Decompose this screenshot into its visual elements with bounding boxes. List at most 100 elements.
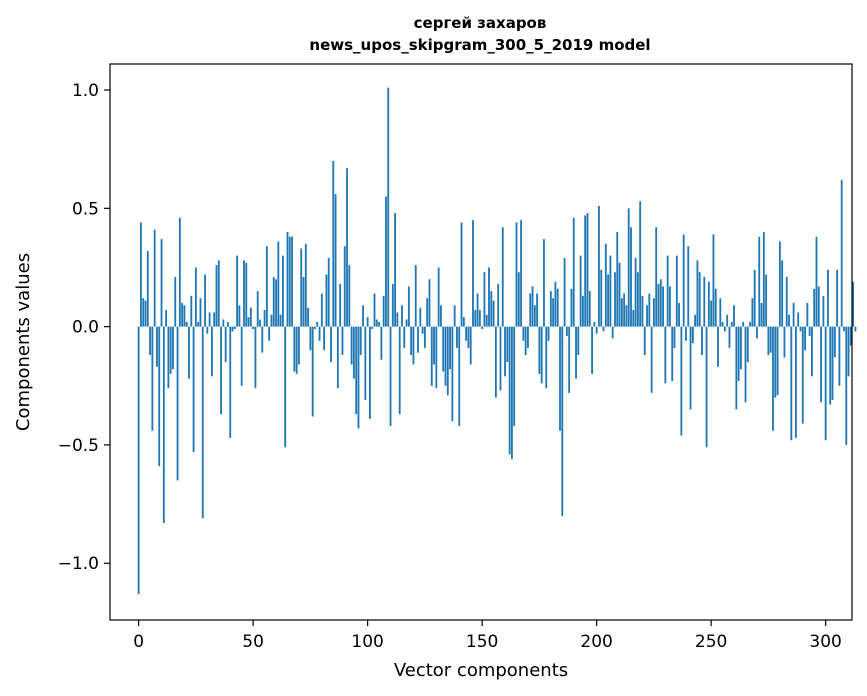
bar-277 bbox=[772, 326, 774, 431]
bar-42 bbox=[233, 326, 236, 329]
bar-258 bbox=[728, 326, 731, 348]
bar-163 bbox=[511, 326, 513, 460]
bar-37 bbox=[222, 319, 225, 327]
bar-298 bbox=[820, 326, 822, 403]
bar-242 bbox=[691, 326, 694, 344]
bar-51 bbox=[254, 326, 257, 389]
bar-254 bbox=[719, 298, 722, 327]
bar-39 bbox=[227, 321, 229, 327]
bar-280 bbox=[778, 241, 781, 327]
bar-115 bbox=[401, 305, 403, 327]
bar-66 bbox=[288, 236, 291, 327]
y-tick-label-0: −1.0 bbox=[58, 554, 99, 574]
bar-313 bbox=[854, 326, 857, 332]
bar-162 bbox=[508, 326, 511, 455]
y-tick-label-4: 1.0 bbox=[72, 81, 99, 101]
bar-154 bbox=[490, 291, 493, 327]
bar-249 bbox=[707, 281, 710, 327]
bar-291 bbox=[804, 326, 806, 351]
bar-27 bbox=[199, 298, 202, 327]
bar-105 bbox=[378, 321, 380, 327]
bar-307 bbox=[840, 179, 843, 327]
bar-23 bbox=[190, 295, 193, 327]
bar-38 bbox=[224, 326, 227, 363]
bar-292 bbox=[806, 302, 809, 327]
bar-157 bbox=[497, 284, 500, 327]
bar-166 bbox=[517, 272, 520, 327]
y-tick-label-1: −0.5 bbox=[58, 436, 99, 456]
bar-284 bbox=[788, 314, 790, 327]
x-tick-label-1: 50 bbox=[242, 632, 264, 652]
bar-44 bbox=[238, 305, 241, 327]
bar-221 bbox=[643, 326, 646, 356]
bar-215 bbox=[630, 227, 632, 327]
bar-17 bbox=[176, 326, 179, 481]
bar-83 bbox=[327, 258, 330, 327]
bar-264 bbox=[742, 321, 745, 327]
bar-69 bbox=[295, 326, 298, 374]
bar-283 bbox=[785, 276, 788, 327]
bar-77 bbox=[314, 326, 316, 329]
bar-164 bbox=[513, 326, 516, 426]
x-tick-label-5: 250 bbox=[695, 632, 727, 652]
bar-65 bbox=[286, 231, 289, 327]
bar-257 bbox=[726, 314, 729, 327]
bar-226 bbox=[655, 227, 658, 327]
bar-15 bbox=[172, 326, 174, 370]
bar-133 bbox=[442, 326, 445, 372]
bar-101 bbox=[369, 326, 371, 419]
bar-25 bbox=[194, 267, 197, 327]
bar-161 bbox=[506, 326, 509, 363]
bar-275 bbox=[767, 326, 770, 356]
bar-299 bbox=[822, 295, 825, 327]
bar-139 bbox=[456, 326, 458, 348]
bar-266 bbox=[746, 326, 749, 363]
bar-218 bbox=[636, 272, 639, 327]
bar-144 bbox=[467, 326, 470, 348]
bar-63 bbox=[281, 255, 284, 327]
bar-22 bbox=[188, 326, 190, 379]
bar-248 bbox=[705, 326, 708, 448]
bar-212 bbox=[623, 293, 626, 327]
bar-91 bbox=[346, 168, 348, 327]
bar-192 bbox=[577, 326, 580, 356]
bar-308 bbox=[843, 326, 845, 332]
bar-232 bbox=[669, 286, 671, 327]
bar-305 bbox=[836, 269, 839, 327]
bar-61 bbox=[277, 241, 280, 327]
bar-6 bbox=[151, 326, 154, 431]
bar-285 bbox=[790, 326, 793, 441]
bar-220 bbox=[641, 295, 644, 327]
bar-233 bbox=[671, 326, 674, 382]
bar-85 bbox=[332, 161, 335, 327]
bar-155 bbox=[492, 300, 495, 327]
bar-28 bbox=[201, 326, 204, 519]
bar-160 bbox=[504, 326, 506, 377]
bar-223 bbox=[648, 293, 651, 327]
x-axis-ticks: 0 50 100 150 200 250 300 bbox=[133, 620, 842, 652]
bar-276 bbox=[769, 326, 772, 353]
bar-49 bbox=[249, 307, 252, 327]
bar-99 bbox=[364, 326, 367, 400]
bar-19 bbox=[181, 302, 184, 327]
bar-205 bbox=[607, 274, 610, 327]
bar-90 bbox=[343, 246, 346, 327]
bar-193 bbox=[579, 255, 582, 327]
bar-297 bbox=[817, 286, 820, 327]
bar-269 bbox=[753, 269, 756, 327]
bar-182 bbox=[554, 281, 557, 327]
bar-24 bbox=[192, 326, 195, 453]
bar-126 bbox=[426, 298, 429, 327]
bar-87 bbox=[336, 326, 339, 389]
bar-4 bbox=[146, 250, 149, 327]
bar-158 bbox=[499, 326, 502, 391]
bar-46 bbox=[243, 260, 245, 327]
bar-45 bbox=[240, 326, 243, 386]
bar-219 bbox=[639, 201, 642, 327]
bar-255 bbox=[721, 321, 724, 327]
bar-262 bbox=[737, 326, 740, 382]
bar-312 bbox=[852, 281, 855, 327]
bar-98 bbox=[362, 305, 364, 327]
bar-240 bbox=[687, 246, 690, 327]
bar-109 bbox=[387, 87, 390, 327]
